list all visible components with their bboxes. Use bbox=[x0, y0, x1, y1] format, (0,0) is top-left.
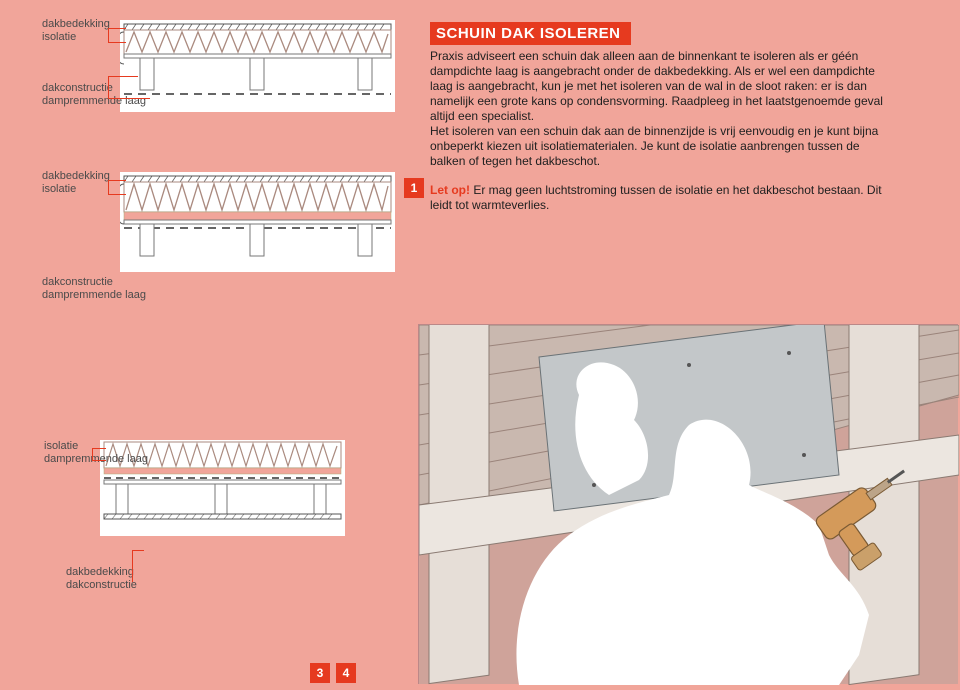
para2: Het isoleren van een schuin dak aan de b… bbox=[430, 124, 892, 169]
illustration-panel-2 bbox=[418, 324, 958, 684]
label-isolatie: isolatie bbox=[42, 31, 110, 44]
label-dakconstructie-b: dakconstructie bbox=[42, 276, 430, 289]
section-title: SCHUIN DAK ISOLEREN bbox=[430, 22, 631, 45]
label-isolatie-c: isolatie bbox=[44, 440, 148, 453]
alert-text: Er mag geen luchtstroming tussen de isol… bbox=[430, 183, 882, 212]
diagram-section-c: isolatie dampremmende laag dakbedekking … bbox=[40, 440, 370, 592]
cross-section-svg-b bbox=[120, 172, 395, 272]
label-isolatie-b: isolatie bbox=[42, 183, 110, 196]
label-dakconstructie-c: dakconstructie bbox=[66, 579, 370, 592]
label-dakbedekking: dakbedekking bbox=[42, 18, 110, 31]
step-badge-4: 4 bbox=[336, 663, 356, 683]
para1: Praxis adviseert een schuin dak alleen a… bbox=[430, 49, 892, 124]
label-dakbedekking-c: dakbedekking bbox=[66, 566, 370, 579]
body-text: Praxis adviseert een schuin dak alleen a… bbox=[430, 49, 892, 213]
diagram-section-b: dakbedekking isolatie bbox=[120, 172, 395, 272]
diagram-section-a: dakbedekking isolatie dakconstructie dam… bbox=[120, 20, 395, 112]
alert-para: Let op! Er mag geen luchtstroming tussen… bbox=[430, 183, 892, 213]
step-badge-1: 1 bbox=[404, 178, 424, 198]
label-dakbedekking-b: dakbedekking bbox=[42, 170, 110, 183]
cross-section-svg-a bbox=[120, 20, 395, 112]
label-dampremmende-b: dampremmende laag bbox=[42, 289, 430, 302]
label-dampremmende: dampremmende laag bbox=[42, 95, 146, 108]
step-badge-3: 3 bbox=[310, 663, 330, 683]
alert-label: Let op! bbox=[430, 183, 470, 197]
